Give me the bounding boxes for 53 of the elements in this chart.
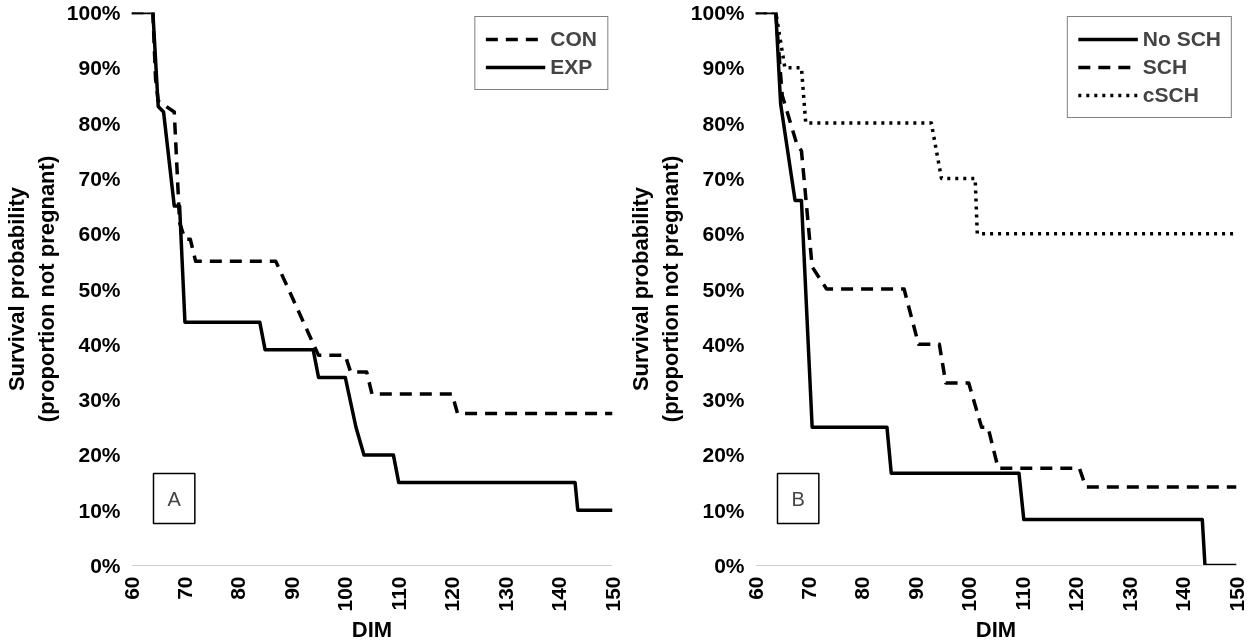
x-axis-title: DIM — [975, 616, 1017, 642]
y-tick-label: 10% — [702, 498, 745, 522]
y-tick-label: 70% — [78, 166, 121, 190]
x-tick-label: 140 — [547, 576, 571, 612]
y-tick-label: 20% — [78, 443, 121, 467]
x-tick-label: 60 — [743, 576, 767, 600]
x-tick-label: 90 — [903, 576, 927, 600]
x-axis-title: DIM — [351, 616, 393, 642]
y-tick-label: 90% — [702, 56, 745, 80]
x-tick-label: 150 — [600, 576, 624, 612]
x-tick-label: 120 — [1064, 576, 1088, 612]
y-axis-title: Survival probability (proportion not pregnant) — [3, 155, 59, 423]
y-tick-label: 50% — [78, 277, 121, 301]
x-tick-label: 60 — [119, 576, 143, 600]
y-tick-label: 10% — [78, 498, 121, 522]
y-tick-label: 40% — [78, 332, 121, 356]
y-tick-label: 100% — [690, 1, 745, 24]
x-tick-label: 90 — [279, 576, 303, 600]
legend-label: No SCH — [1142, 27, 1221, 51]
y-tick-label: 100% — [66, 1, 121, 24]
legend-label: cSCH — [1142, 83, 1199, 107]
x-tick-label: 100 — [333, 576, 357, 612]
y-tick-label: 30% — [78, 388, 121, 412]
annotation: A — [167, 487, 182, 510]
y-tick-label: 20% — [702, 443, 745, 467]
y-tick-label: 80% — [78, 111, 121, 135]
y-tick-label: 40% — [702, 332, 745, 356]
x-tick-label: 130 — [1117, 576, 1141, 612]
legend-label: CON — [550, 27, 597, 51]
y-tick-label: 90% — [78, 56, 121, 80]
x-tick-label: 80 — [850, 576, 874, 600]
x-tick-label: 80 — [226, 576, 250, 600]
x-tick-label: 70 — [796, 576, 820, 600]
x-tick-label: 130 — [493, 576, 517, 612]
x-tick-label: 110 — [1010, 576, 1034, 611]
legend-label: SCH — [1142, 55, 1188, 79]
y-axis-title: Survival probability (proportion not pregnant) — [627, 155, 683, 423]
annotation: B — [791, 487, 805, 510]
y-tick-label: 50% — [702, 277, 745, 301]
y-tick-label: 60% — [702, 222, 745, 246]
x-tick-label: 110 — [386, 576, 410, 611]
y-tick-label: 0% — [714, 554, 745, 577]
x-tick-label: 100 — [957, 576, 981, 612]
y-tick-label: 30% — [702, 388, 745, 412]
x-tick-label: 150 — [1224, 576, 1248, 612]
y-tick-label: 0% — [90, 554, 121, 577]
legend-label: EXP — [550, 55, 593, 79]
y-tick-label: 70% — [702, 166, 745, 190]
y-tick-label: 80% — [702, 111, 745, 135]
y-tick-label: 60% — [78, 222, 121, 246]
x-tick-label: 70 — [172, 576, 196, 600]
x-tick-label: 120 — [440, 576, 464, 612]
x-tick-label: 140 — [1171, 576, 1195, 612]
